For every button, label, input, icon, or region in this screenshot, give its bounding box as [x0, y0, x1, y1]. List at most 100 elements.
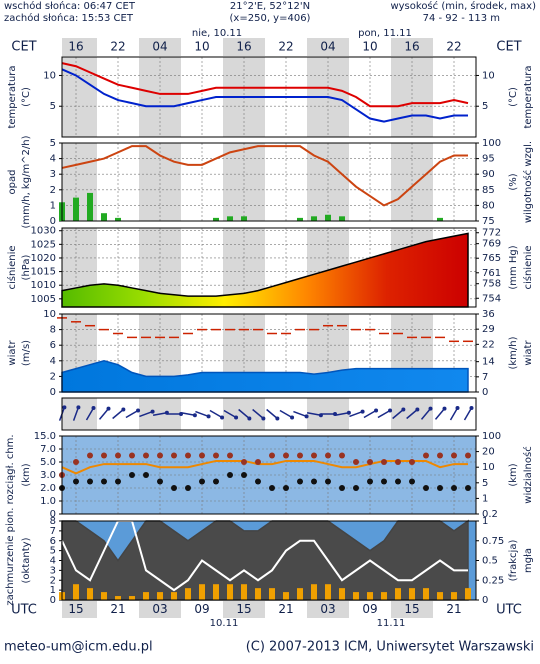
bar [241, 216, 247, 221]
dot [129, 472, 135, 478]
arrow-shaft [112, 408, 124, 420]
y2-axis-label: (km) [508, 463, 519, 486]
arrow-shaft [252, 408, 264, 420]
wind-arrow [377, 408, 393, 419]
y-tick-label: 1005 [31, 294, 56, 305]
arrow-shaft [363, 409, 377, 419]
night-band [62, 601, 97, 618]
arrow-shaft [306, 412, 322, 416]
bar [339, 588, 345, 600]
dot [367, 478, 373, 485]
dot [101, 478, 107, 485]
y-tick-label: 1 [50, 585, 56, 596]
dot [255, 459, 261, 465]
dot [325, 478, 331, 485]
y2-tick-label: 0.25 [482, 575, 504, 586]
y-tick-label: 0 [50, 595, 56, 606]
bar [353, 592, 359, 600]
y-tick-label: 1020 [31, 253, 56, 264]
y2-tick-label: 100 [482, 138, 501, 149]
y-tick-label: 2 [50, 575, 56, 586]
hour-label: 21 [446, 602, 461, 616]
y2-tick-label: 0.2 [482, 509, 498, 520]
arrow-shaft [266, 408, 278, 420]
dot [353, 485, 359, 491]
arrow-head [469, 405, 474, 410]
arrow-head [150, 409, 155, 414]
arrow-shaft [152, 412, 168, 416]
dot [395, 478, 401, 485]
arrow-shaft [392, 408, 404, 420]
arrow-shaft [209, 409, 223, 419]
y-tick-label: 5 [50, 138, 56, 149]
arrow-head [220, 415, 225, 420]
dot [143, 472, 149, 478]
y-tick-label: 2.0 [40, 483, 56, 494]
bar [339, 216, 345, 221]
arrow-head [106, 406, 111, 411]
bar [171, 592, 177, 600]
dot [437, 452, 443, 459]
hour-label: 16 [68, 40, 83, 54]
date-label: pon, 11.11 [358, 28, 412, 39]
dot [367, 459, 373, 465]
dot [171, 485, 177, 491]
hour-label: 09 [194, 602, 209, 616]
y-tick-label: 15.0 [34, 431, 56, 442]
bar [87, 192, 93, 221]
bar [87, 588, 93, 600]
y2-tick-label: 754 [482, 293, 501, 304]
y2-axis-label: temperatura [523, 65, 534, 128]
arrow-shaft [125, 409, 139, 419]
y2-tick-label: 769 [482, 239, 501, 250]
dot [283, 452, 289, 459]
bar [437, 592, 443, 600]
arrow-head [388, 408, 393, 413]
dot [451, 485, 457, 491]
y-axis-label: opad [7, 170, 18, 195]
y-tick-label: 4 [50, 556, 56, 567]
wind-arrow [125, 408, 141, 419]
wind-arrow [463, 405, 474, 421]
dot [185, 485, 191, 491]
wind-arrow [420, 406, 433, 420]
wind-arrow [334, 410, 351, 416]
zone-label: CET [496, 40, 521, 55]
arrow-head [346, 410, 351, 415]
bar [409, 588, 415, 600]
wind-arrow [266, 408, 280, 421]
arrow-shaft [98, 408, 110, 420]
bar [129, 596, 135, 600]
bar [297, 588, 303, 600]
y2-tick-label: 7 [482, 372, 488, 383]
y-axis-label: temperatura [7, 65, 18, 128]
dot [395, 459, 401, 465]
hour-label: 10 [194, 40, 209, 54]
dot [325, 452, 331, 459]
dot [297, 478, 303, 485]
y2-tick-label: 14 [482, 357, 495, 368]
y2-tick-label: 20 [482, 447, 495, 458]
dot [185, 452, 191, 459]
arrow-head [304, 414, 309, 419]
date-label: 10.11 [210, 618, 239, 629]
night-band [62, 38, 97, 56]
y-tick-label: 4 [50, 356, 56, 367]
bar [283, 592, 289, 600]
y-axis-label: (hPa) [21, 254, 32, 280]
arrow-shaft [139, 410, 153, 418]
y2-tick-label: 1 [482, 516, 488, 527]
y2-tick-label: 0.5 [482, 556, 498, 567]
y2-axis-label: mgła [523, 548, 534, 573]
dot [353, 459, 359, 465]
dot [73, 478, 79, 485]
hour-label: 22 [110, 40, 125, 54]
dot [199, 478, 205, 485]
y-tick-label: 1015 [31, 267, 56, 278]
dot [171, 452, 177, 459]
y2-axis-label: widzialność [522, 446, 534, 503]
arrow-shaft [449, 407, 459, 421]
panel-frame [61, 142, 477, 222]
wind-arrow [363, 408, 379, 419]
